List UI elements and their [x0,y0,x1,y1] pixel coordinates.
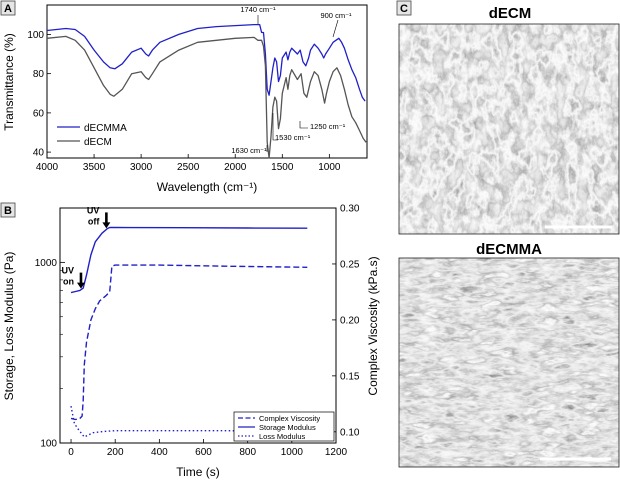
annotation-label-line2: off [88,216,100,226]
rheology-series-storage-modulus [70,226,308,294]
ftir-y-tick-label-80: 80 [33,69,45,80]
legend-label-loss-modulus: Loss Modulus [259,432,306,441]
ftir-series-decm [46,35,367,159]
annotation-arrow-head [102,222,111,229]
ftir-series-decmma [46,23,366,102]
ftir-annotation-1740-cm: 1740 cm⁻¹ [240,5,276,14]
panel-label-b: B [0,202,16,218]
rheology-x-tick-label-0: 0 [68,447,74,458]
legend-label-decm: dECM [84,137,112,148]
ftir-x-tick-label-4000: 4000 [36,162,59,173]
sem-panel: dECM dECMMA [398,5,620,468]
ftir-plot-frame [46,4,368,159]
rheology-y-axis-title-right: Complex Viscosity (kPa.s) [366,256,380,395]
svg-text:A: A [4,3,12,15]
ftir-x-tick-label-2000: 2000 [224,162,247,173]
rheology-y2-tick-label-0-15: 0.15 [340,371,360,382]
ftir-y-axis-title: Transmittance (%) [2,33,16,131]
ftir-y-tick-label-40: 40 [33,148,45,159]
ftir-y-tick-label-60: 60 [33,108,45,119]
rheology-x-tick-label-400: 400 [151,447,168,458]
rheology-y2-tick-label-0-20: 0.20 [340,315,360,326]
legend-label-storage-modulus: Storage Modulus [259,423,316,432]
ftir-annotation-1530-cm: 1530 cm⁻¹ [275,133,311,142]
rheology-y2-tick-label-0-10: 0.10 [340,427,360,438]
rheology-y2-tick-label-0-25: 0.25 [340,259,360,270]
panel-label-c: C [396,0,412,16]
ftir-x-tick-label-1500: 1500 [271,162,294,173]
rheology-x-tick-label-1200: 1200 [325,447,348,458]
sem-image-decmma [398,257,620,468]
rheology-legend: Complex Viscosity Storage Modulus Loss M… [233,411,335,442]
ftir-chart: 4000 3500 3000 2500 2000 1500 1000 40 60 80 100 17… [2,4,368,194]
legend-label-decmma: dECMMA [84,123,127,134]
ftir-y-tick-label-100: 100 [27,30,44,41]
rheology-x-tick-label-1000: 1000 [281,447,304,458]
ftir-annotation-1630-cm: 1630 cm⁻¹ [231,146,267,155]
rheology-x-axis-title: Time (s) [176,465,220,479]
annotation-label-line1: UV [87,205,100,215]
ftir-annotation-leaders [257,15,339,152]
svg-text:B: B [4,205,12,217]
ftir-x-tick-label-3500: 3500 [83,162,106,173]
rheology-y-tick-label-100: 100 [40,439,57,450]
ftir-annotation-900-cm: 900 cm⁻¹ [320,11,352,20]
rheology-y-tick-label-1000: 1000 [35,258,58,269]
ftir-x-tick-label-1000: 1000 [318,162,341,173]
sem-title-decmma: dECMMA [476,241,542,258]
svg-text:C: C [400,3,408,15]
ftir-legend: dECMMA dECM [57,123,127,148]
rheology-plot-frame [59,207,337,444]
ftir-x-tick-label-3000: 3000 [130,162,153,173]
sem-title-decm: dECM [489,5,532,22]
rheology-x-tick-label-200: 200 [107,447,124,458]
rheology-series-complex-viscosity [70,264,308,421]
ftir-x-axis-title: Wavelength (cm⁻¹) [157,180,258,194]
rheology-x-tick-label-800: 800 [239,447,256,458]
sem-image-decm [398,23,620,235]
panel-label-a: A [0,0,16,16]
rheology-x-tick-label-600: 600 [195,447,212,458]
rheology-y-axis-title-left: Storage, Loss Modulus (Pa) [2,252,16,401]
annotation-arrow-head [76,282,85,289]
ftir-annotation-1250-cm: 1250 cm⁻¹ [310,122,346,131]
rheology-chart: 0 200 400 600 800 1000 1200 100 1000 0.10 0.15 0.20… [2,204,380,480]
annotation-label-line2: on [63,277,74,287]
annotation-label-line1: UV [61,266,74,276]
rheology-y2-tick-label-0-30: 0.30 [340,204,360,215]
ftir-x-tick-label-2500: 2500 [177,162,200,173]
legend-label-complex-viscosity: Complex Viscosity [259,414,320,423]
